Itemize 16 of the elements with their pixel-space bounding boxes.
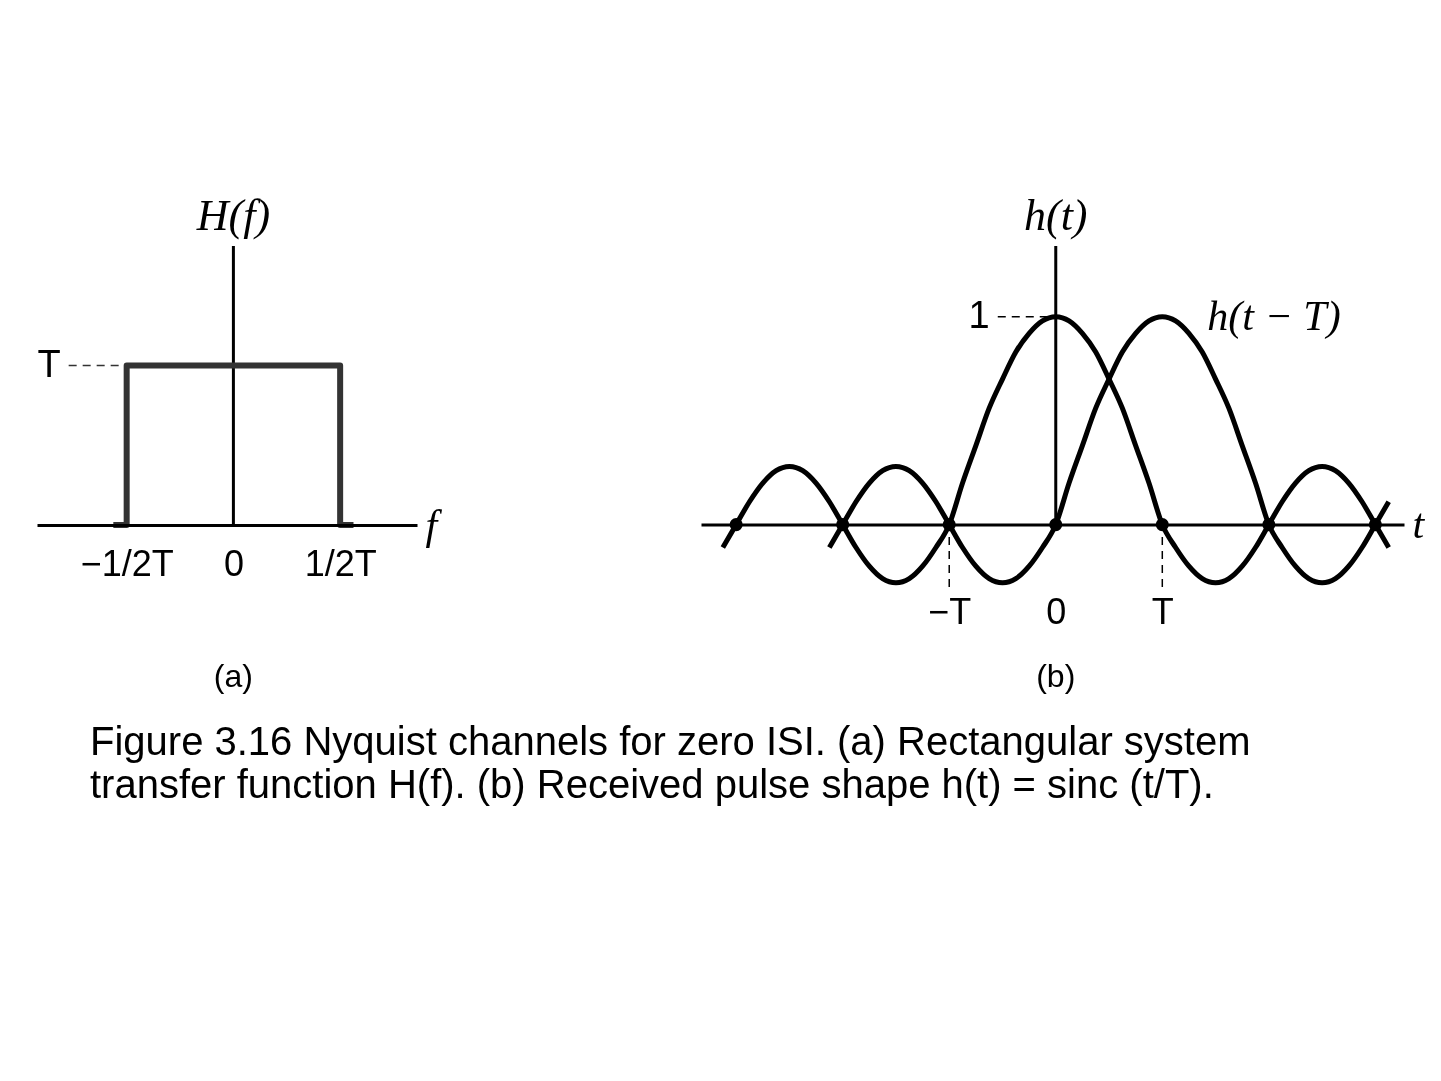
x-tick-label: T (1151, 590, 1174, 632)
y-axis-title: h(t) (1024, 191, 1088, 240)
text: (b) (1036, 658, 1076, 694)
y-axis-title: H(f) (195, 191, 271, 240)
x-tick-label: 0 (1046, 590, 1067, 632)
caption: Figure 3.16 Nyquist channels for zero ISI. (a) Rectangular system transfer function H(f). (b) Received pulse shape h(t) = sinc (t/T). (90, 719, 1251, 806)
series-label: h(t − T) (1207, 292, 1341, 340)
ref-line-label: 1 (968, 293, 990, 336)
x-tick-label: 1/2T (304, 542, 377, 584)
x-tick-label: −T (928, 590, 972, 632)
x-tick-label: 0 (223, 542, 244, 584)
x-axis-title: t (1412, 501, 1426, 548)
x-axis-title: f (425, 501, 443, 548)
text: (a) (213, 658, 253, 694)
x-tick-label: −1/2T (80, 542, 174, 584)
ref-line-label: T (37, 342, 61, 385)
